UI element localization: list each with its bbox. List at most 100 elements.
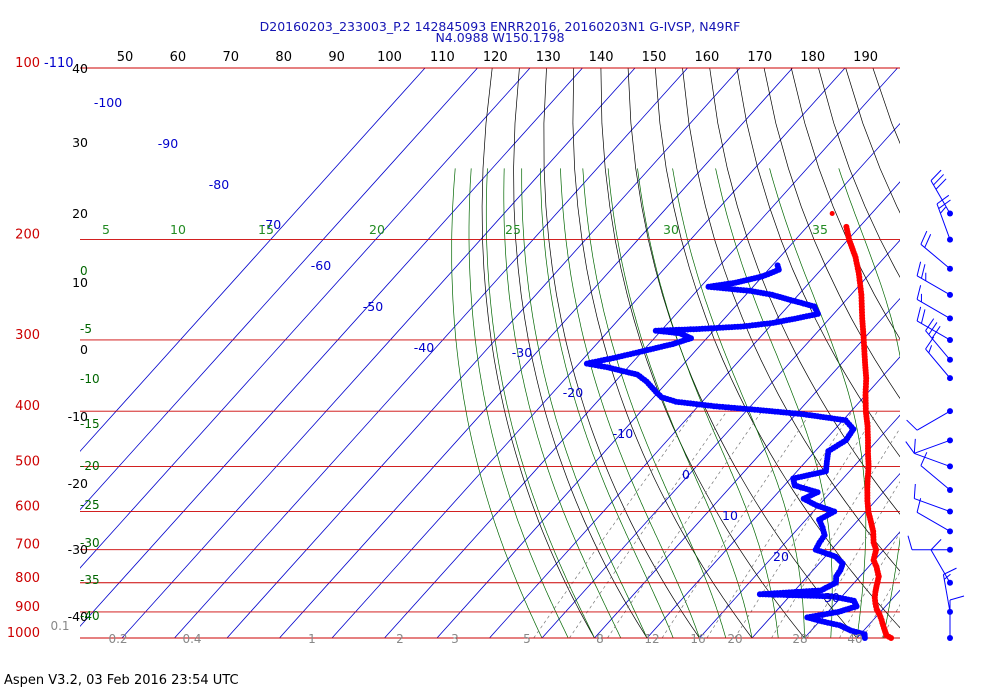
- pressure-label: 400: [15, 399, 40, 414]
- isotherm-label: -20: [563, 385, 583, 400]
- mixing-ratio-label: 1: [308, 632, 316, 646]
- pressure-label: 100: [15, 56, 40, 71]
- isotherm-label: 0: [682, 467, 690, 482]
- isotherm-line: [699, 414, 900, 638]
- top-scale-label: 170: [747, 50, 772, 65]
- isotherm-line: [331, 68, 846, 638]
- dry-adiabat-label: 25: [505, 222, 521, 237]
- wind-barb-staff: [916, 320, 951, 341]
- wind-barb-flag: [905, 441, 915, 454]
- top-scale-label: 190: [853, 50, 878, 65]
- height-label: 20: [72, 206, 88, 221]
- pressure-label: 300: [15, 328, 40, 343]
- mixing-ratio-label: 40: [847, 632, 862, 646]
- wind-barb-flag: [943, 567, 957, 575]
- wind-barb-staff: [930, 549, 951, 584]
- isotherm-line: [489, 181, 900, 638]
- moist-adiabat-line: [521, 168, 648, 638]
- moist-adiabat-label: -25: [80, 498, 100, 512]
- height-label: -30: [68, 542, 88, 557]
- height-label: -10: [68, 409, 88, 424]
- isotherm-label: 10: [722, 508, 738, 523]
- pressure-label: 500: [15, 454, 40, 469]
- moist-adiabat-line: [582, 168, 727, 638]
- wind-barb-flag: [916, 306, 922, 322]
- wind-barb-staff: [914, 439, 951, 454]
- isotherm-line: [910, 68, 1000, 638]
- wind-barb-flag: [906, 419, 918, 431]
- wind-barb-flag: [916, 498, 922, 513]
- mixing-ratio-label: 12: [644, 632, 659, 646]
- wind-barb: [916, 498, 953, 535]
- wind-barb: [916, 261, 953, 298]
- mixing-ratio-line: [881, 604, 900, 638]
- isotherm-label: -10: [613, 426, 633, 441]
- dry-adiabat-line: [954, 68, 1000, 650]
- isotherm-line: [174, 68, 688, 638]
- wind-barb: [920, 452, 953, 494]
- dry-adiabat-label: 5: [102, 222, 110, 237]
- wind-barb-flag: [930, 169, 942, 181]
- moist-adiabat-line: [451, 168, 543, 638]
- wind-barb-flag: [913, 483, 916, 499]
- dry-adiabat-line: [982, 68, 1000, 650]
- top-scale-label: 50: [117, 50, 134, 65]
- dry-adiabat-label: 30: [663, 222, 679, 237]
- isotherm-label: 30: [824, 590, 840, 605]
- moist-adiabat-label: -30: [80, 536, 100, 550]
- wind-barb-flag: [949, 595, 965, 601]
- wind-barb-flag: [920, 230, 928, 245]
- moist-adiabat-line: [503, 168, 622, 638]
- top-scale-label: 180: [800, 50, 825, 65]
- top-temp-label: -110: [44, 56, 74, 71]
- wind-barb-flag: [907, 535, 913, 550]
- wind-barb: [920, 230, 953, 272]
- dewpoint-point: [774, 262, 781, 269]
- moist-adiabat-label: -5: [80, 322, 92, 336]
- moist-adiabat-line: [540, 168, 674, 638]
- moist-adiabat-line: [607, 168, 753, 638]
- mixing-ratio-label: 0.1: [50, 619, 69, 633]
- isotherm-line: [646, 356, 900, 638]
- moist-adiabat-line: [672, 168, 805, 638]
- moist-adiabat-label: -35: [80, 573, 100, 587]
- moist-adiabat-line: [560, 168, 700, 638]
- dry-adiabat-line: [682, 68, 900, 572]
- top-scale-label: 160: [694, 50, 719, 65]
- pressure-label: 600: [15, 500, 40, 515]
- pressure-label: 900: [15, 600, 40, 615]
- mixing-ratio-label: 2: [396, 632, 404, 646]
- dry-adiabat-line: [627, 68, 858, 638]
- wind-barb-flag: [938, 199, 951, 209]
- dry-adiabat-line: [790, 68, 900, 340]
- dry-adiabat-label: 20: [369, 222, 385, 237]
- mixing-ratio-label: 16: [690, 632, 705, 646]
- isotherm-label: -80: [209, 177, 229, 192]
- top-scale-label: 150: [642, 50, 667, 65]
- wind-barb: [947, 595, 965, 641]
- temperature-point: [843, 223, 850, 230]
- top-scale-label: 110: [430, 50, 455, 65]
- isotherm-line: [80, 68, 583, 627]
- mixing-ratio-label: 8: [596, 632, 604, 646]
- moist-adiabat-line: [962, 168, 1000, 638]
- isotherm-line: [80, 68, 478, 511]
- top-scale-label: 80: [275, 50, 292, 65]
- wind-barb-flag: [920, 264, 926, 279]
- chart-title-line2: N4.0988 W150.1798: [435, 30, 565, 45]
- wind-barb-staff: [936, 203, 951, 240]
- moist-adiabat-line: [838, 168, 900, 638]
- wind-barb: [936, 194, 953, 243]
- wind-barb-flag: [925, 318, 935, 331]
- top-scale-label: 90: [328, 50, 345, 65]
- wind-barb: [907, 535, 953, 553]
- top-scale-label: 100: [377, 50, 402, 65]
- mixing-ratio-line: [661, 411, 812, 638]
- wind-barb-staff: [916, 410, 951, 431]
- isolated-temperature-point: [829, 211, 835, 217]
- mixing-ratio-label: 28: [792, 632, 807, 646]
- dry-adiabat-line: [709, 68, 900, 515]
- dry-adiabat-line: [543, 68, 700, 638]
- moist-adiabat-line: [468, 168, 569, 638]
- isotherm-label: -60: [311, 258, 331, 273]
